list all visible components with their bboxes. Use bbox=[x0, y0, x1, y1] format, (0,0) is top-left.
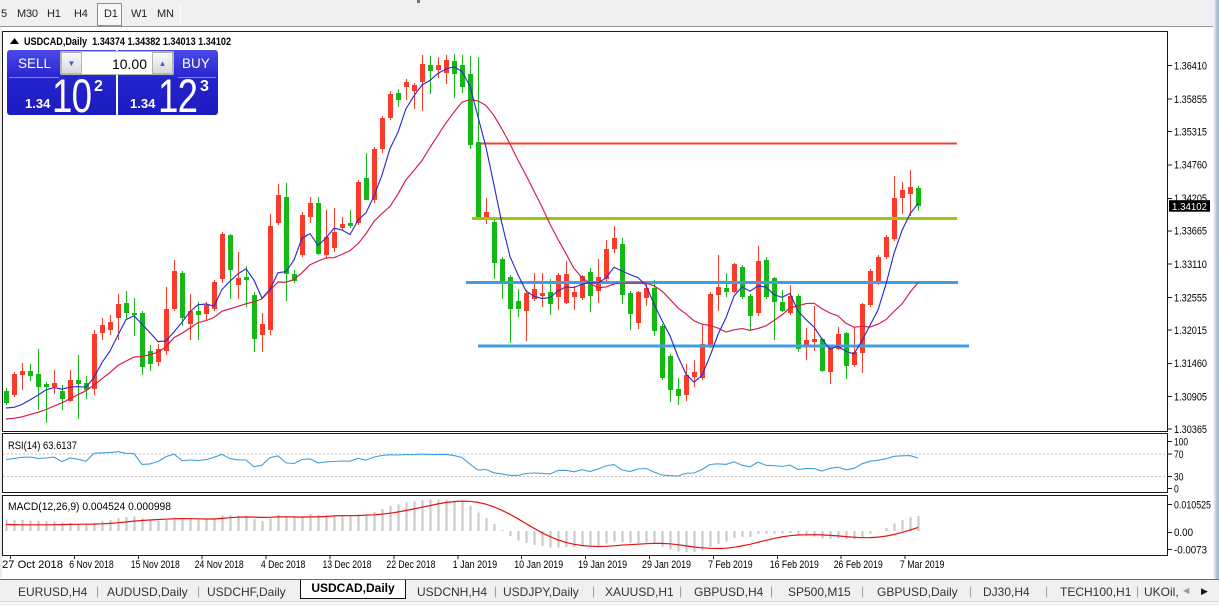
svg-text:1.32555: 1.32555 bbox=[1174, 292, 1207, 304]
svg-text:19 Jan 2019: 19 Jan 2019 bbox=[578, 559, 627, 571]
svg-text:13 Dec 2018: 13 Dec 2018 bbox=[323, 559, 372, 571]
svg-text:-0.0073: -0.0073 bbox=[1174, 544, 1207, 556]
svg-text:7 Mar 2019: 7 Mar 2019 bbox=[900, 559, 945, 571]
svg-text:1.30365: 1.30365 bbox=[1174, 424, 1207, 436]
svg-text:6 Nov 2018: 6 Nov 2018 bbox=[69, 559, 114, 571]
svg-text:1 Jan 2019: 1 Jan 2019 bbox=[453, 559, 498, 571]
svg-text:1.36410: 1.36410 bbox=[1174, 61, 1207, 73]
svg-text:10 Jan 2019: 10 Jan 2019 bbox=[514, 559, 563, 571]
svg-text:22 Dec 2018: 22 Dec 2018 bbox=[386, 559, 435, 571]
svg-text:1.31460: 1.31460 bbox=[1174, 358, 1207, 370]
svg-text:1.33110: 1.33110 bbox=[1174, 259, 1207, 271]
svg-text:1.33665: 1.33665 bbox=[1174, 226, 1207, 238]
svg-text:29 Jan 2019: 29 Jan 2019 bbox=[642, 559, 691, 571]
svg-text:100: 100 bbox=[1174, 436, 1188, 448]
svg-text:0.00: 0.00 bbox=[1174, 527, 1193, 539]
svg-text:USDCAD,Daily 1.34374 1.34382: USDCAD,Daily 1.34374 1.34382 1.34013 1.3… bbox=[24, 36, 231, 48]
svg-text:0.010525: 0.010525 bbox=[1174, 500, 1211, 512]
svg-text:MACD(12,26,9) 0.004524 0.00099: MACD(12,26,9) 0.004524 0.000998 bbox=[8, 501, 171, 513]
svg-text:27 Oct 2018: 27 Oct 2018 bbox=[2, 559, 63, 571]
svg-text:24 Nov 2018: 24 Nov 2018 bbox=[195, 559, 244, 571]
svg-text:4 Dec 2018: 4 Dec 2018 bbox=[261, 559, 306, 571]
svg-text:1.30905: 1.30905 bbox=[1174, 392, 1207, 404]
svg-text:0: 0 bbox=[1174, 483, 1179, 495]
svg-text:RSI(14) 63.6137: RSI(14) 63.6137 bbox=[8, 440, 77, 452]
svg-text:1.34102: 1.34102 bbox=[1172, 201, 1207, 213]
svg-text:26 Feb 2019: 26 Feb 2019 bbox=[834, 559, 883, 571]
svg-text:30: 30 bbox=[1174, 471, 1184, 483]
svg-text:1.34760: 1.34760 bbox=[1174, 160, 1207, 172]
svg-text:1.35855: 1.35855 bbox=[1174, 94, 1207, 106]
svg-text:15 Nov 2018: 15 Nov 2018 bbox=[131, 559, 180, 571]
svg-text:70: 70 bbox=[1174, 449, 1184, 461]
svg-text:1.35315: 1.35315 bbox=[1174, 126, 1207, 138]
svg-text:1.32015: 1.32015 bbox=[1174, 325, 1207, 337]
svg-text:7 Feb 2019: 7 Feb 2019 bbox=[708, 559, 753, 571]
svg-text:16 Feb 2019: 16 Feb 2019 bbox=[770, 559, 819, 571]
